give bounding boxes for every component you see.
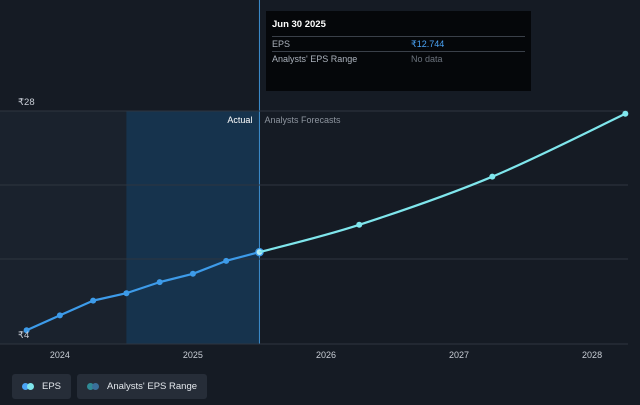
y-tick-label: ₹28: [18, 97, 35, 108]
legend: EPS Analysts' EPS Range: [12, 374, 208, 399]
tooltip-row-range: Analysts' EPS Range No data: [272, 51, 525, 66]
range-swatch-icon: [87, 383, 101, 390]
tooltip-label: Analysts' EPS Range: [272, 54, 358, 64]
actual-data-point: [90, 297, 97, 304]
actual-data-point: [56, 312, 63, 319]
actual-data-point: [123, 290, 130, 297]
y-tick-label: ₹4: [18, 330, 29, 341]
x-tick-label: 2025: [183, 350, 203, 360]
actual-data-point: [189, 270, 196, 277]
x-tick-label: 2027: [449, 350, 469, 360]
actual-region-label: Actual: [227, 115, 252, 125]
forecast-data-point: [622, 110, 629, 117]
forecast-data-point: [489, 173, 496, 180]
x-tick-label: 2024: [50, 350, 70, 360]
tooltip: Jun 30 2025 EPS ₹12.744 Analysts' EPS Ra…: [266, 11, 531, 91]
chart-background-layer: [0, 0, 260, 344]
actual-data-point: [23, 327, 30, 334]
tooltip-value: No data: [411, 54, 443, 64]
legend-label: Analysts' EPS Range: [107, 381, 198, 392]
tooltip-date: Jun 30 2025: [272, 19, 326, 30]
series-layer: [23, 110, 629, 334]
highlight-band: [126, 111, 260, 344]
label-layer: ₹28 ₹4 2024 2025 2026 2027 2028 Actual Analysts …: [18, 97, 602, 360]
forecast-region-label: Analysts Forecasts: [264, 115, 341, 125]
x-tick-label: 2028: [582, 350, 602, 360]
tooltip-label: EPS: [272, 39, 291, 49]
legend-label: EPS: [42, 381, 62, 392]
actual-data-point: [156, 279, 163, 286]
forecast-data-point: [356, 221, 363, 228]
grid-layer: [0, 110, 628, 345]
tooltip-row-eps: EPS ₹12.744: [272, 36, 525, 51]
tooltip-value: ₹12.744: [411, 39, 445, 49]
actual-eps-line: [26, 251, 260, 332]
eps-swatch-icon: [22, 383, 36, 390]
legend-item-eps[interactable]: EPS: [12, 374, 72, 399]
x-tick-label: 2026: [316, 350, 336, 360]
actual-data-point: [223, 257, 230, 264]
legend-item-eps-range[interactable]: Analysts' EPS Range: [77, 374, 208, 399]
forecast-eps-line: [259, 112, 626, 254]
